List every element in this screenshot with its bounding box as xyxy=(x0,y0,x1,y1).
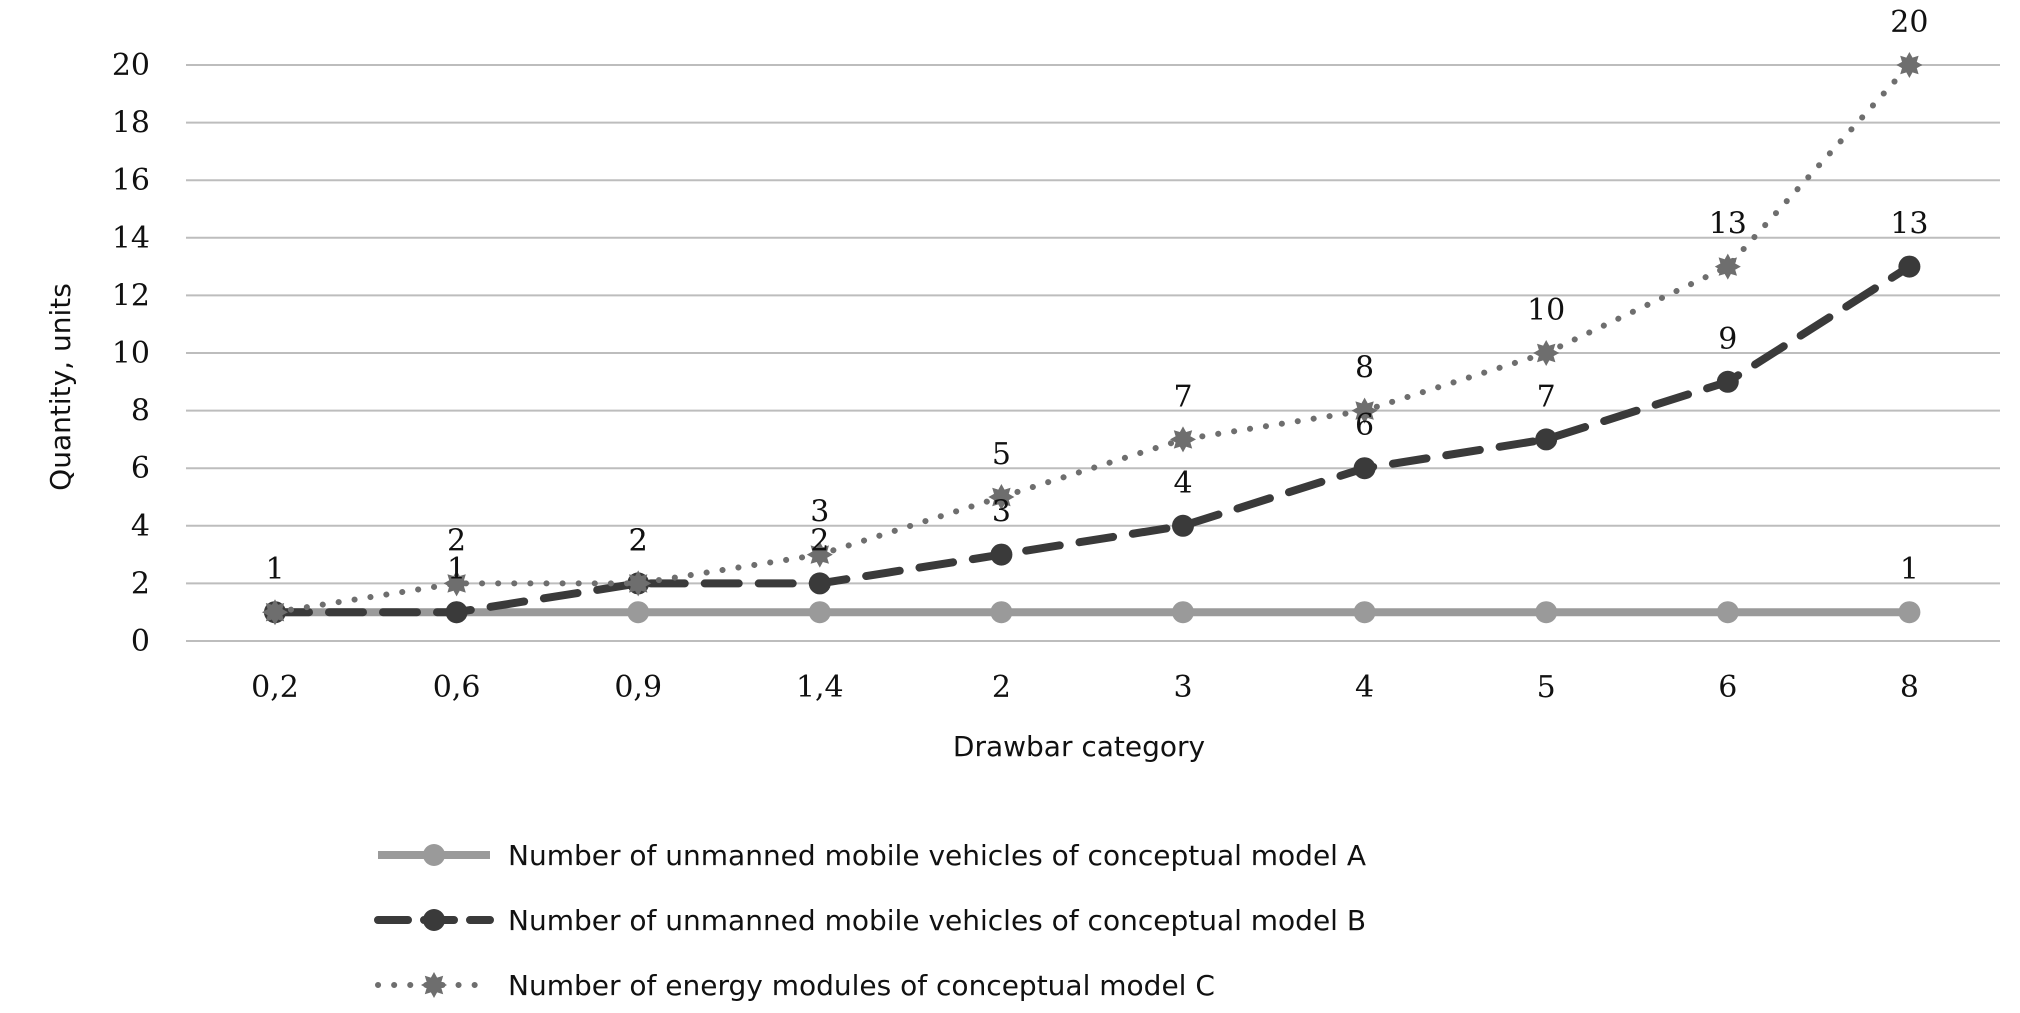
x-tick-label: 2 xyxy=(992,670,1011,705)
x-tick-labels: 0,2 0,6 0,9 1,4 2 3 4 5 6 8 xyxy=(251,670,1919,705)
data-point xyxy=(1896,52,1923,78)
data-point xyxy=(625,570,652,597)
legend-label: Number of unmanned mobile vehicles of co… xyxy=(508,904,1366,937)
data-label: 2 xyxy=(629,523,648,558)
data-point xyxy=(445,601,468,624)
data-point xyxy=(262,599,288,626)
data-point xyxy=(990,543,1013,566)
data-point xyxy=(1172,514,1194,537)
y-tick-label: 8 xyxy=(131,394,150,429)
x-tick-label: 0,2 xyxy=(251,670,299,705)
data-point xyxy=(1535,601,1558,624)
data-point xyxy=(1535,428,1558,451)
x-tick-label: 0,6 xyxy=(433,670,481,705)
legend-item: Number of unmanned mobile vehicles of co… xyxy=(378,839,1366,872)
data-label: 3 xyxy=(992,495,1011,530)
data-point xyxy=(1898,255,1921,278)
x-tick-label: 1,4 xyxy=(796,670,844,705)
y-tick-label: 12 xyxy=(112,278,150,313)
y-tick-label: 20 xyxy=(112,48,150,83)
series-line xyxy=(271,262,1914,617)
data-label: 10 xyxy=(1527,293,1565,328)
x-tick-label: 3 xyxy=(1173,670,1192,705)
data-label: 5 xyxy=(992,437,1011,472)
data-point xyxy=(1170,426,1196,453)
data-point xyxy=(1533,340,1560,366)
legend: Number of unmanned mobile vehicles of co… xyxy=(374,839,1366,1002)
y-tick-label: 4 xyxy=(131,509,150,544)
data-label: 4 xyxy=(1173,466,1192,501)
gridlines xyxy=(186,64,2000,642)
data-label: 20 xyxy=(1890,5,1928,40)
y-tick-label: 0 xyxy=(131,624,150,659)
data-point xyxy=(1716,370,1739,393)
data-point xyxy=(1353,457,1376,480)
data-point xyxy=(988,484,1015,510)
legend-label: Number of energy modules of conceptual m… xyxy=(508,969,1215,1002)
y-tick-label: 6 xyxy=(131,451,150,486)
data-label: 1 xyxy=(1900,552,1919,587)
x-tick-label: 4 xyxy=(1355,670,1374,705)
data-point xyxy=(1898,601,1921,624)
data-label: 2 xyxy=(810,523,829,558)
y-tick-label: 18 xyxy=(112,106,150,141)
data-point xyxy=(443,570,470,597)
data-label: 13 xyxy=(1890,207,1928,242)
data-label: 3 xyxy=(810,495,829,530)
x-tick-label: 0,9 xyxy=(614,670,662,705)
legend-swatch-marker xyxy=(421,972,447,998)
y-tick-label: 16 xyxy=(112,163,150,198)
y-tick-labels: 0 2 4 6 8 10 12 14 16 18 20 xyxy=(112,48,150,659)
legend-item: Number of energy modules of conceptual m… xyxy=(375,969,1215,1002)
data-point xyxy=(1172,601,1194,624)
data-label: 2 xyxy=(447,523,466,558)
data-point xyxy=(1716,601,1739,624)
series-layer xyxy=(262,52,1923,626)
data-point xyxy=(1714,253,1741,280)
y-tick-label: 14 xyxy=(112,221,150,256)
legend-swatch-marker xyxy=(423,844,445,866)
x-tick-label: 8 xyxy=(1900,670,1919,705)
series-line xyxy=(272,62,1913,616)
legend-label: Number of unmanned mobile vehicles of co… xyxy=(508,839,1366,872)
legend-item: Number of unmanned mobile vehicles of co… xyxy=(374,904,1366,937)
legend-swatch-marker xyxy=(423,909,445,931)
data-point xyxy=(627,601,650,624)
data-label: 13 xyxy=(1709,207,1747,242)
data-label: 8 xyxy=(1355,351,1374,386)
y-tick-label: 2 xyxy=(131,566,150,601)
x-axis-title: Drawbar category xyxy=(953,730,1205,763)
data-label: 6 xyxy=(1355,408,1374,443)
data-label: 1 xyxy=(447,552,466,587)
data-point xyxy=(1353,601,1376,624)
data-label: 9 xyxy=(1718,322,1737,357)
data-label: 7 xyxy=(1537,379,1556,414)
data-point xyxy=(806,541,833,568)
y-tick-label: 10 xyxy=(112,336,150,371)
data-point xyxy=(808,572,831,595)
y-axis-title: Quantity, units xyxy=(44,283,77,491)
x-tick-label: 6 xyxy=(1718,670,1737,705)
data-point xyxy=(808,601,831,624)
data-point xyxy=(990,601,1013,624)
data-label: 2 xyxy=(629,523,648,558)
data-label: 1 xyxy=(265,552,284,587)
data-point xyxy=(1351,397,1378,424)
data-label: 7 xyxy=(1173,379,1192,414)
x-tick-label: 5 xyxy=(1537,670,1556,705)
